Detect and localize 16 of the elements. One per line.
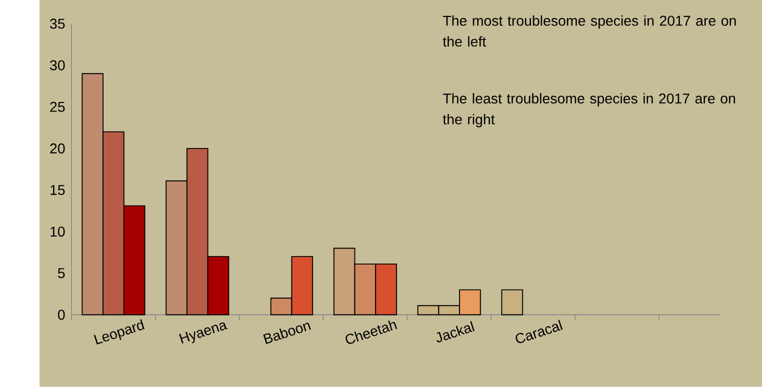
y-tick-label: 10 <box>50 226 65 237</box>
y-tick-label: 15 <box>50 185 65 196</box>
y-tick-label: 35 <box>50 18 65 29</box>
y-tick-label: 30 <box>50 60 65 70</box>
x-tick-label: Caracal <box>516 320 563 344</box>
y-tick-label: 0 <box>58 310 65 320</box>
x-tick-label: Cheetah <box>346 320 398 344</box>
x-tick-label: Jackal <box>436 321 475 342</box>
x-tick-label: Hyaena <box>179 322 228 344</box>
y-tick-label: 20 <box>50 143 65 154</box>
x-tick-label: Baboon <box>263 322 311 344</box>
y-tick-label: 25 <box>50 102 65 112</box>
y-tick-label: 5 <box>58 268 65 278</box>
bar <box>501 289 524 316</box>
annotation: The least troublesome species in 2017 are on the right <box>442 93 735 128</box>
annotation: The most troublesome species in 2017 are on the left <box>442 15 736 47</box>
